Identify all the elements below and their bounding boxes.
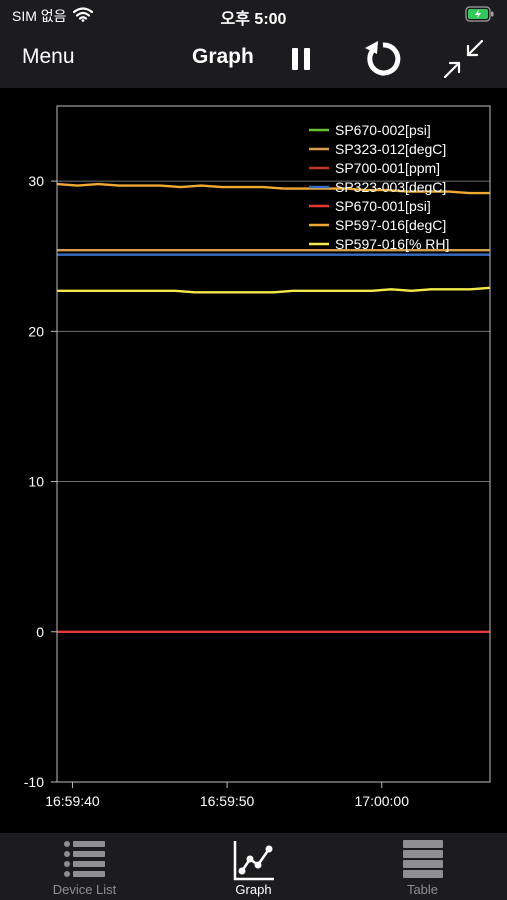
collapse-button[interactable] bbox=[441, 38, 485, 80]
tab-graph[interactable]: Graph bbox=[169, 833, 338, 900]
legend-label: SP323-003[degC] bbox=[335, 179, 446, 195]
table-icon bbox=[402, 840, 443, 878]
tab-table[interactable]: Table bbox=[338, 833, 507, 900]
graph-icon bbox=[233, 841, 274, 881]
nav-bar: Menu Graph bbox=[0, 30, 507, 88]
tab-bar: Device List Graph bbox=[0, 833, 507, 900]
legend-label: SP670-001[psi] bbox=[335, 198, 431, 214]
pause-icon bbox=[292, 48, 310, 70]
carrier-label: SIM 없음 bbox=[12, 8, 67, 24]
y-tick-label: -10 bbox=[24, 774, 44, 790]
status-bar: SIM 없음 오후 5:00 bbox=[0, 0, 507, 30]
status-time: 오후 5:00 bbox=[220, 11, 287, 28]
legend-label: SP670-002[psi] bbox=[335, 122, 431, 138]
refresh-icon bbox=[365, 41, 401, 76]
legend-label: SP700-001[ppm] bbox=[335, 160, 440, 176]
legend-label: SP597-016[% RH] bbox=[335, 236, 449, 252]
x-tick-label: 16:59:50 bbox=[200, 793, 255, 809]
plot-frame bbox=[56, 105, 491, 783]
series-line-7 bbox=[57, 286, 491, 294]
tab-device-list[interactable]: Device List bbox=[0, 833, 169, 900]
menu-button[interactable]: Menu bbox=[22, 45, 75, 68]
page-title: Graph bbox=[192, 45, 254, 68]
pause-button[interactable] bbox=[279, 38, 323, 80]
y-tick-label: 0 bbox=[36, 624, 44, 640]
x-tick-label: 16:59:40 bbox=[45, 793, 100, 809]
x-tick-label: 17:00:00 bbox=[355, 793, 410, 809]
list-icon bbox=[63, 841, 105, 877]
battery-charging-icon bbox=[465, 6, 495, 27]
series-line-6 bbox=[56, 182, 490, 195]
sensor-graph[interactable]: -10 0 10 20 30 16:59:40 16:59:50 17:00:00 SP670-… bbox=[0, 88, 507, 833]
refresh-button[interactable] bbox=[360, 38, 404, 80]
y-tick-label: 30 bbox=[28, 173, 44, 189]
y-tick-label: 20 bbox=[28, 323, 44, 339]
legend-label: SP323-012[degC] bbox=[335, 141, 446, 157]
tab-label: Graph bbox=[235, 882, 272, 897]
tab-label: Device List bbox=[52, 882, 117, 897]
wifi-icon bbox=[72, 7, 93, 25]
collapse-icon bbox=[443, 39, 484, 79]
tab-label: Table bbox=[406, 882, 439, 897]
y-tick-label: 10 bbox=[28, 474, 44, 490]
legend-label: SP597-016[degC] bbox=[335, 217, 446, 233]
